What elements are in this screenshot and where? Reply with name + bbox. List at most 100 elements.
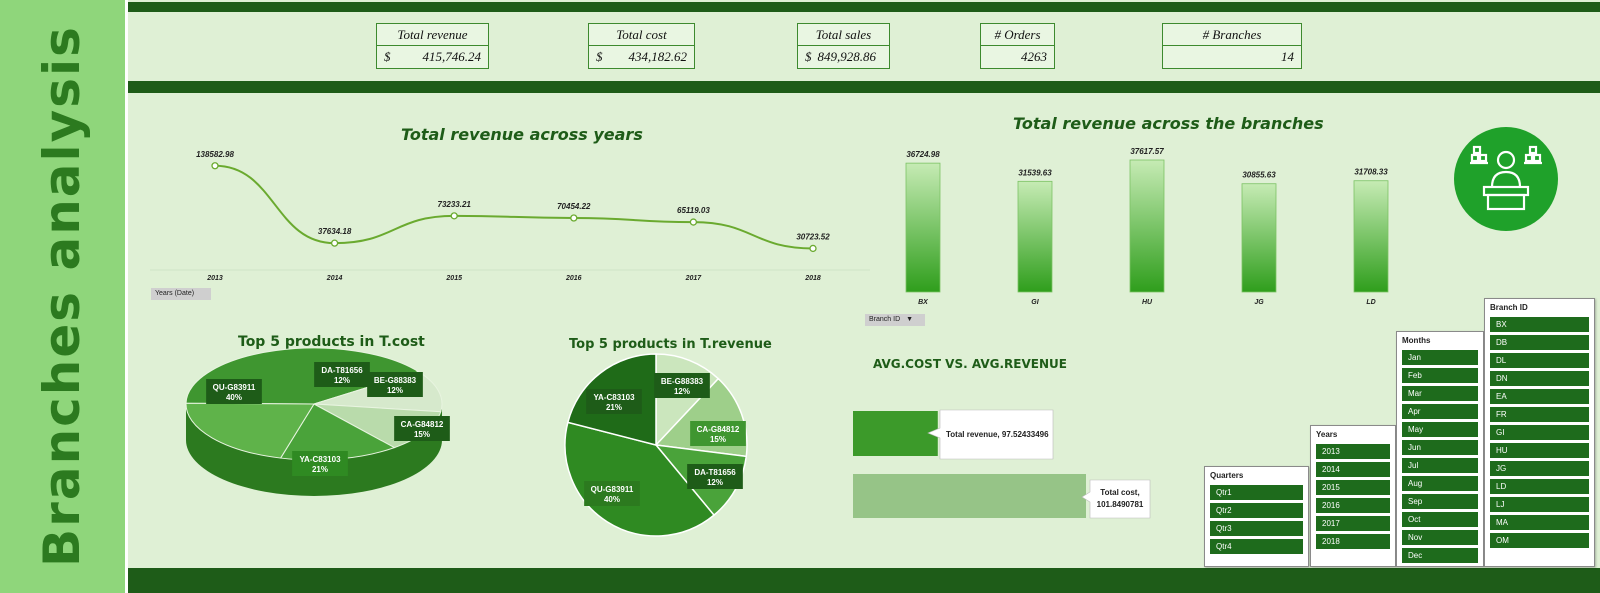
slicer-item-branch[interactable]: BX	[1490, 317, 1589, 332]
pie-side-wall	[186, 404, 442, 496]
slice-label: DA-T81656	[321, 366, 363, 375]
bar	[853, 474, 1086, 518]
slicer-item-month[interactable]: Dec	[1402, 548, 1478, 563]
data-label: 65119.03	[677, 206, 710, 215]
bar	[853, 411, 938, 456]
slicer-item-year[interactable]: 2013	[1316, 444, 1390, 459]
slicer-item-branch[interactable]: EA	[1490, 389, 1589, 404]
kpi-currency: $	[805, 49, 812, 64]
slicer-item-branch[interactable]: DB	[1490, 335, 1589, 350]
x-tick-label: 2018	[804, 275, 821, 282]
slicer-item-month[interactable]: May	[1402, 422, 1478, 437]
slicer-item-year[interactable]: 2014	[1316, 462, 1390, 477]
kpi-value: 434,182.62	[628, 49, 688, 64]
chart-title-revenue-years: Total revenue across years	[401, 125, 643, 144]
slicer-item-branch[interactable]: DN	[1490, 371, 1589, 386]
slicer-item-branch[interactable]: LD	[1490, 479, 1589, 494]
slice-label: QU-G83911	[213, 383, 256, 392]
slicer-item-year[interactable]: 2017	[1316, 516, 1390, 531]
slicer-item-month[interactable]: Mar	[1402, 386, 1478, 401]
slice-label: CA-G84812	[401, 420, 444, 429]
slicer-item-quarter[interactable]: Qtr2	[1210, 503, 1303, 518]
data-point	[689, 218, 698, 226]
slicer-item-year[interactable]: 2018	[1316, 534, 1390, 549]
kpi-label: # Branches	[1163, 24, 1301, 46]
kpi-total-cost: Total cost $434,182.62	[588, 23, 695, 69]
slice-percent: 12%	[707, 478, 723, 487]
slicer-item-year[interactable]: 2016	[1316, 498, 1390, 513]
filter-branch-id-label: Branch ID	[869, 316, 901, 323]
slicer-item-quarter[interactable]: Qtr3	[1210, 521, 1303, 536]
slice-label-box	[687, 464, 743, 489]
slicer-item-year[interactable]: 2015	[1316, 480, 1390, 495]
slicer-title: Months	[1402, 336, 1431, 345]
slice-percent: 12%	[334, 376, 350, 385]
slice-label: DA-T81656	[694, 468, 736, 477]
slicer-branch-id: Branch ID BX DB DL DN EA FR GI HU JG LD LJ MA OM	[1484, 298, 1595, 567]
slicer-item-month[interactable]: Feb	[1402, 368, 1478, 383]
slicer-item-branch[interactable]: DL	[1490, 353, 1589, 368]
bar	[1017, 180, 1053, 293]
x-tick-label: HU	[1142, 299, 1153, 306]
bar-chart-avg-cost-revenue: Total revenue, 97.52433496 Total cost, 101…	[853, 409, 1151, 519]
data-label: 36724.98	[906, 150, 940, 159]
data-point	[450, 212, 458, 220]
callout-box	[927, 409, 1054, 460]
x-tick-label: LD	[1366, 299, 1375, 306]
kpi-total-revenue: Total revenue $415,746.24	[376, 23, 489, 69]
top-divider	[128, 2, 1600, 12]
slicer-item-quarter[interactable]: Qtr1	[1210, 485, 1303, 500]
filter-years-date[interactable]: Years (Date)	[151, 288, 211, 300]
slice-label: CA-G84812	[697, 425, 740, 434]
data-label: 73233.21	[438, 200, 472, 209]
slice-label-box	[314, 362, 370, 387]
header-divider	[128, 81, 1600, 93]
slicer-item-month[interactable]: Sep	[1402, 494, 1478, 509]
slicer-item-month[interactable]: Aug	[1402, 476, 1478, 491]
filter-branch-id[interactable]: Branch ID ▼	[865, 314, 925, 326]
slicer-item-branch[interactable]: LJ	[1490, 497, 1589, 512]
slicer-item-month[interactable]: Nov	[1402, 530, 1478, 545]
slicer-item-month[interactable]: Jul	[1402, 458, 1478, 473]
sidebar-banner: Branches analysis	[0, 0, 125, 593]
kpi-total-sales: Total sales $849,928.86	[797, 23, 890, 69]
slicer-item-branch[interactable]: GI	[1490, 425, 1589, 440]
footer-bar	[128, 568, 1600, 593]
callout-value: 101.8490781	[1097, 500, 1144, 509]
slicer-item-month[interactable]: Oct	[1402, 512, 1478, 527]
slicer-item-month[interactable]: Jan	[1402, 350, 1478, 365]
bar	[905, 162, 941, 293]
slicer-title: Quarters	[1210, 471, 1244, 480]
slice-label-box	[654, 373, 710, 398]
slice-label: BE-G88383	[374, 376, 417, 385]
slice-percent: 12%	[387, 386, 403, 395]
data-point	[211, 162, 219, 170]
chart-title-avg-cost-revenue: AVG.COST VS. AVG.REVENUE	[873, 357, 1067, 371]
slicer-title: Branch ID	[1490, 303, 1528, 312]
slicer-item-branch[interactable]: JG	[1490, 461, 1589, 476]
slicer-item-quarter[interactable]: Qtr4	[1210, 539, 1303, 554]
kpi-label: Total cost	[589, 24, 694, 46]
data-point	[570, 214, 578, 222]
data-label: 31539.63	[1018, 168, 1052, 177]
slicer-item-branch[interactable]: FR	[1490, 407, 1589, 422]
pie-chart-top5-revenue: BE-G8838312%CA-G8481215%DA-T8165612%QU-G…	[564, 353, 748, 537]
slicer-title: Years	[1316, 430, 1338, 439]
x-tick-label: GI	[1031, 299, 1039, 306]
slicer-item-month[interactable]: Jun	[1402, 440, 1478, 455]
kpi-currency: $	[596, 49, 603, 64]
bar	[1129, 159, 1165, 293]
kpi-value: 4263	[1021, 49, 1047, 64]
slicer-quarters: Quarters Qtr1 Qtr2 Qtr3 Qtr4	[1204, 466, 1309, 567]
data-label: 30855.63	[1242, 171, 1276, 180]
kpi-orders: # Orders 4263	[980, 23, 1055, 69]
slicer-item-branch[interactable]: MA	[1490, 515, 1589, 530]
slicer-item-month[interactable]: Apr	[1402, 404, 1478, 419]
data-label: 37617.57	[1130, 147, 1164, 156]
kpi-value: 14	[1281, 49, 1294, 64]
x-tick-label: 2014	[326, 275, 343, 282]
slicer-item-branch[interactable]: OM	[1490, 533, 1589, 548]
slice-label-box	[690, 421, 746, 446]
slicer-item-branch[interactable]: HU	[1490, 443, 1589, 458]
